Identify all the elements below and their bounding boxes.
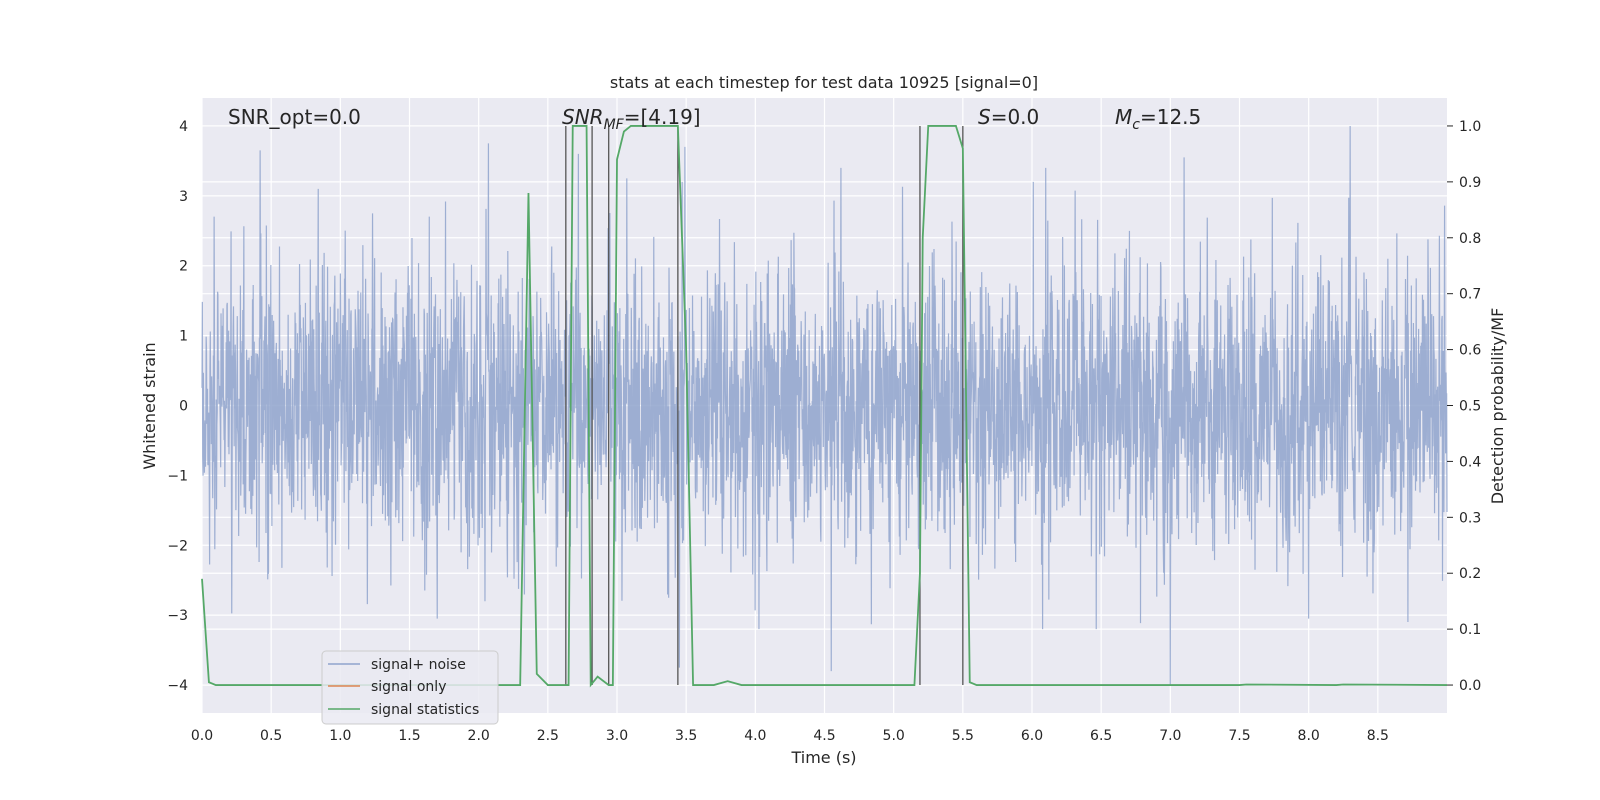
x-tick-label: 6.5 (1090, 728, 1112, 744)
y-right-tick-label: 0.7 (1459, 287, 1481, 303)
x-tick-label: 4.5 (813, 728, 835, 744)
x-tick-label: 5.5 (952, 728, 974, 744)
y-left-tick-label: −2 (167, 538, 188, 554)
snr-mf-value: =[4.19] (624, 105, 701, 129)
mc-value: =12.5 (1140, 105, 1201, 129)
y-left-tick-label: −4 (167, 678, 188, 694)
chart-title: stats at each timestep for test data 109… (610, 73, 1038, 92)
x-tick-label: 0.5 (260, 728, 282, 744)
x-tick-label: 7.5 (1228, 728, 1250, 744)
snr-mf-main: SNR (562, 105, 604, 129)
y-left-axis-label: Whitened strain (140, 342, 159, 469)
y-left-tick-label: 0 (179, 399, 188, 415)
mc-sub: c (1132, 117, 1140, 133)
x-tick-label: 1.0 (329, 728, 351, 744)
s-annotation: S=0.0 (978, 105, 1039, 129)
x-tick-label: 7.0 (1159, 728, 1181, 744)
x-axis-ticks: 0.0 0.5 1.0 1.5 2.0 2.5 3.0 3.5 4.0 4.5 5.0 5.5 6.0 6… (191, 728, 1389, 744)
y-right-tick-label: 0.5 (1459, 399, 1481, 415)
x-tick-label: 1.5 (398, 728, 420, 744)
x-tick-label: 8.5 (1367, 728, 1389, 744)
x-tick-label: 3.5 (675, 728, 697, 744)
y-right-axis-label: Detection probability/MF (1488, 308, 1507, 505)
y-left-tick-label: 1 (179, 329, 188, 345)
x-tick-label: 3.0 (606, 728, 628, 744)
y-right-tick-label: 1.0 (1459, 119, 1481, 135)
x-tick-label: 2.5 (537, 728, 559, 744)
y-right-axis-ticks: 1.0 0.9 0.8 0.7 0.6 0.5 0.4 0.3 0.2 0.1 0.0 (1447, 119, 1481, 694)
legend-label-signal-only: signal only (371, 679, 446, 695)
snr-opt-annotation: SNR_opt=0.0 (228, 105, 361, 129)
snr-mf-sub: MF (604, 117, 625, 133)
y-left-tick-label: 3 (179, 189, 188, 205)
y-right-tick-label: 0.0 (1459, 678, 1481, 694)
x-tick-label: 2.0 (468, 728, 490, 744)
y-right-tick-label: 0.9 (1459, 175, 1481, 191)
y-right-tick-label: 0.4 (1459, 454, 1481, 470)
signal-statistics-series (201, 125, 1448, 688)
x-tick-label: 8.0 (1298, 728, 1320, 744)
snr-mf-annotation: SNRMF=[4.19] (562, 105, 701, 133)
y-right-tick-label: 0.1 (1459, 622, 1481, 638)
legend-label-signal-statistics: signal statistics (371, 702, 479, 718)
y-left-tick-label: 2 (179, 259, 188, 275)
y-right-tick-label: 0.8 (1459, 231, 1481, 247)
y-right-tick-label: 0.2 (1459, 566, 1481, 582)
x-axis-label: Time (s) (790, 748, 856, 767)
x-tick-label: 5.0 (883, 728, 905, 744)
s-main: S (978, 105, 991, 129)
signal-statistics-line (201, 125, 1448, 688)
y-left-tick-label: −3 (167, 608, 188, 624)
legend-label-signal-noise: signal+ noise (371, 657, 466, 673)
x-tick-label: 4.0 (744, 728, 766, 744)
legend-box (321, 650, 499, 725)
signal-noise-series (201, 125, 1448, 686)
legend: signal+ noise signal only signal statist… (321, 650, 499, 725)
signal-noise-line (201, 125, 1448, 686)
x-tick-label: 6.0 (1021, 728, 1043, 744)
mc-annotation: Mc=12.5 (1115, 105, 1201, 133)
y-left-axis-ticks: 4 3 2 1 0 −1 −2 −3 −4 (167, 119, 188, 694)
s-value: =0.0 (991, 105, 1040, 129)
y-left-tick-label: −1 (167, 468, 188, 484)
y-right-tick-label: 0.3 (1459, 510, 1481, 526)
mc-main: M (1115, 105, 1132, 129)
y-left-tick-label: 4 (179, 119, 188, 135)
y-right-tick-label: 0.6 (1459, 343, 1481, 359)
vertical-markers (565, 125, 964, 686)
x-tick-label: 0.0 (191, 728, 213, 744)
